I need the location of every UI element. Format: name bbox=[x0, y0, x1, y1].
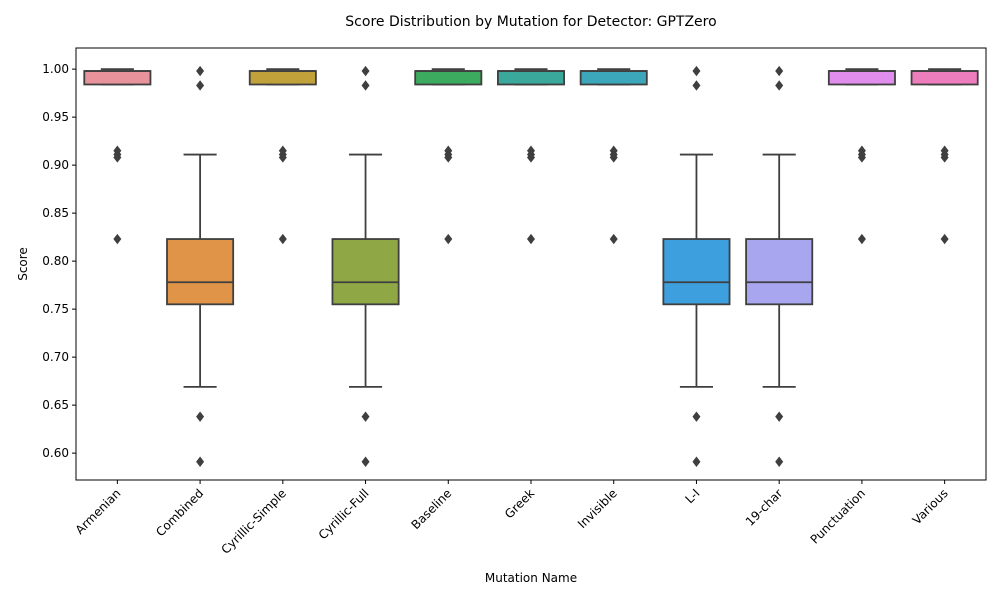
box-iqr bbox=[910, 70, 979, 86]
box-iqr bbox=[662, 238, 731, 306]
outlier-point bbox=[692, 65, 701, 77]
outlier-point bbox=[278, 233, 287, 245]
outlier-point bbox=[775, 456, 784, 467]
outlier-point bbox=[361, 411, 370, 422]
x-tick-label: Cyrillic-Simple bbox=[218, 486, 288, 556]
outlier-point bbox=[609, 233, 618, 245]
outlier-point bbox=[196, 80, 205, 91]
box-iqr bbox=[166, 238, 235, 306]
outlier-point bbox=[609, 145, 618, 156]
outlier-point bbox=[775, 80, 784, 91]
outlier-point bbox=[775, 411, 784, 422]
y-axis-label: Score bbox=[16, 247, 30, 281]
outlier-point bbox=[527, 145, 535, 156]
box-iqr bbox=[745, 238, 814, 306]
outlier-point bbox=[196, 411, 205, 422]
y-tick-label: 1.00 bbox=[42, 62, 69, 76]
outlier-point bbox=[444, 145, 453, 156]
x-tick-label: Baseline bbox=[409, 486, 455, 532]
outlier-point bbox=[113, 145, 122, 156]
outlier-point bbox=[361, 80, 370, 91]
outlier-point bbox=[196, 456, 205, 467]
box-iqr bbox=[827, 70, 896, 86]
x-tick-label: 19-char bbox=[743, 486, 786, 529]
plot-frame bbox=[75, 47, 987, 481]
box-iqr bbox=[248, 70, 317, 86]
y-tick-label: 0.90 bbox=[42, 158, 69, 172]
outlier-point bbox=[361, 65, 370, 77]
chart-title: Score Distribution by Mutation for Detec… bbox=[345, 14, 716, 30]
plot-area: 0.60 0.65 0.70 0.75 0.80 0.85 0.90 0.95 1.00 Arme… bbox=[42, 47, 987, 557]
y-tick-label: 0.95 bbox=[42, 110, 69, 124]
outlier-point bbox=[775, 65, 784, 77]
x-tick-label: Various bbox=[910, 486, 951, 527]
outlier-point bbox=[196, 65, 205, 77]
x-tick-label: Armenian bbox=[73, 486, 124, 537]
x-tick-label: Cyrillic-Full bbox=[316, 486, 372, 542]
x-tick-label: Combined bbox=[153, 486, 206, 539]
outlier-point bbox=[857, 233, 866, 245]
box-iqr bbox=[331, 238, 400, 306]
outlier-point bbox=[692, 456, 701, 467]
x-tick-label: L-I bbox=[683, 486, 703, 506]
box-iqr bbox=[497, 70, 565, 86]
x-tick-label: Punctuation bbox=[808, 486, 868, 546]
x-tick-label: Greek bbox=[502, 486, 537, 521]
y-tick-label: 0.60 bbox=[42, 446, 69, 460]
y-tick-label: 0.70 bbox=[42, 350, 69, 364]
outlier-point bbox=[444, 233, 453, 245]
outlier-point bbox=[940, 145, 949, 156]
box-iqr bbox=[579, 70, 648, 86]
outlier-point bbox=[278, 145, 287, 156]
outlier-point bbox=[361, 456, 370, 467]
outlier-point bbox=[857, 145, 866, 156]
outlier-point bbox=[692, 411, 701, 422]
y-tick-label: 0.85 bbox=[42, 206, 69, 220]
box-iqr bbox=[414, 70, 483, 86]
box-iqr bbox=[83, 70, 152, 86]
y-tick-label: 0.80 bbox=[42, 254, 69, 268]
outlier-point bbox=[692, 80, 701, 91]
x-tick-label: Invisible bbox=[575, 486, 620, 531]
x-axis-label: Mutation Name bbox=[485, 571, 577, 585]
y-tick-label: 0.75 bbox=[42, 302, 69, 316]
outlier-point bbox=[527, 233, 535, 245]
outlier-point bbox=[940, 233, 949, 245]
y-tick-label: 0.65 bbox=[42, 398, 69, 412]
outlier-point bbox=[113, 233, 122, 245]
